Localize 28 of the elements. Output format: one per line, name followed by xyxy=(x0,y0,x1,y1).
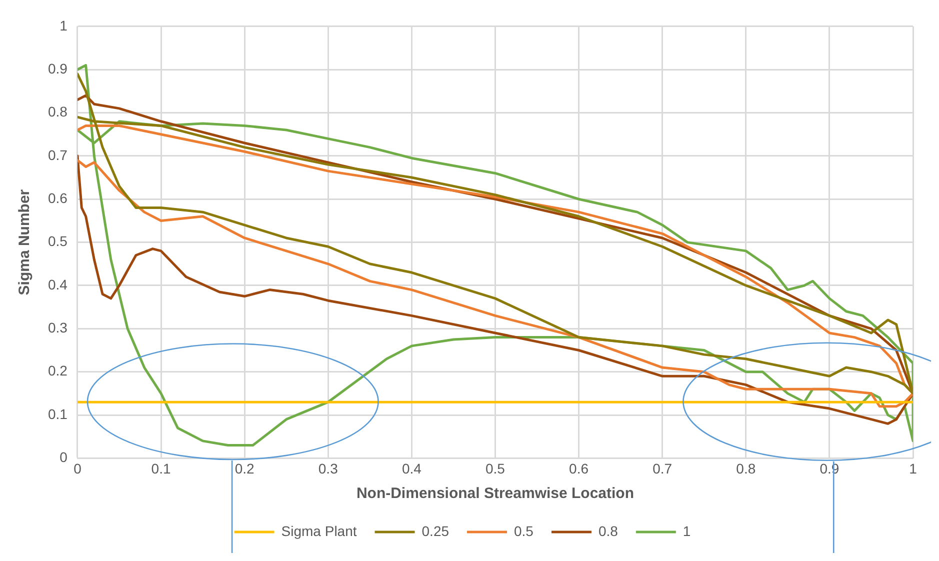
y-tick-label: 0.7 xyxy=(48,146,68,163)
y-tick-label: 1 xyxy=(60,17,68,34)
y-tick-label: 0.2 xyxy=(48,362,68,379)
x-axis-title: Non-Dimensional Streamwise Location xyxy=(356,485,634,502)
x-tick-label: 0.1 xyxy=(151,460,171,476)
legend-label: 1 xyxy=(682,522,691,539)
legend-label: 0.5 xyxy=(514,522,534,539)
x-tick-label: 0.8 xyxy=(736,460,756,476)
y-axis-title: Sigma Number xyxy=(16,189,34,296)
x-tick-label: 0 xyxy=(74,460,82,476)
y-tick-label: 0.5 xyxy=(48,233,68,250)
y-tick-label: 0 xyxy=(60,449,68,466)
x-tick-label: 0.5 xyxy=(485,460,506,476)
x-tick-label: 0.6 xyxy=(569,460,589,476)
y-tick-label: 0.3 xyxy=(48,320,68,336)
x-tick-label: 0.3 xyxy=(318,460,338,476)
y-tick-label: 0.6 xyxy=(48,190,68,206)
y-tick-label: 0.8 xyxy=(48,104,68,120)
legend-label: Sigma Plant xyxy=(281,522,357,539)
y-tick-label: 0.1 xyxy=(48,406,68,422)
legend-label: 0.25 xyxy=(422,522,450,539)
x-tick-label: 0.2 xyxy=(234,460,255,476)
x-tick-label: 0.4 xyxy=(402,460,422,476)
y-tick-label: 0.4 xyxy=(48,276,68,292)
legend-label: 0.8 xyxy=(598,522,618,539)
x-tick-label: 0.7 xyxy=(652,460,672,476)
x-tick-label: 1 xyxy=(909,460,918,476)
y-tick-label: 0.9 xyxy=(48,60,68,76)
